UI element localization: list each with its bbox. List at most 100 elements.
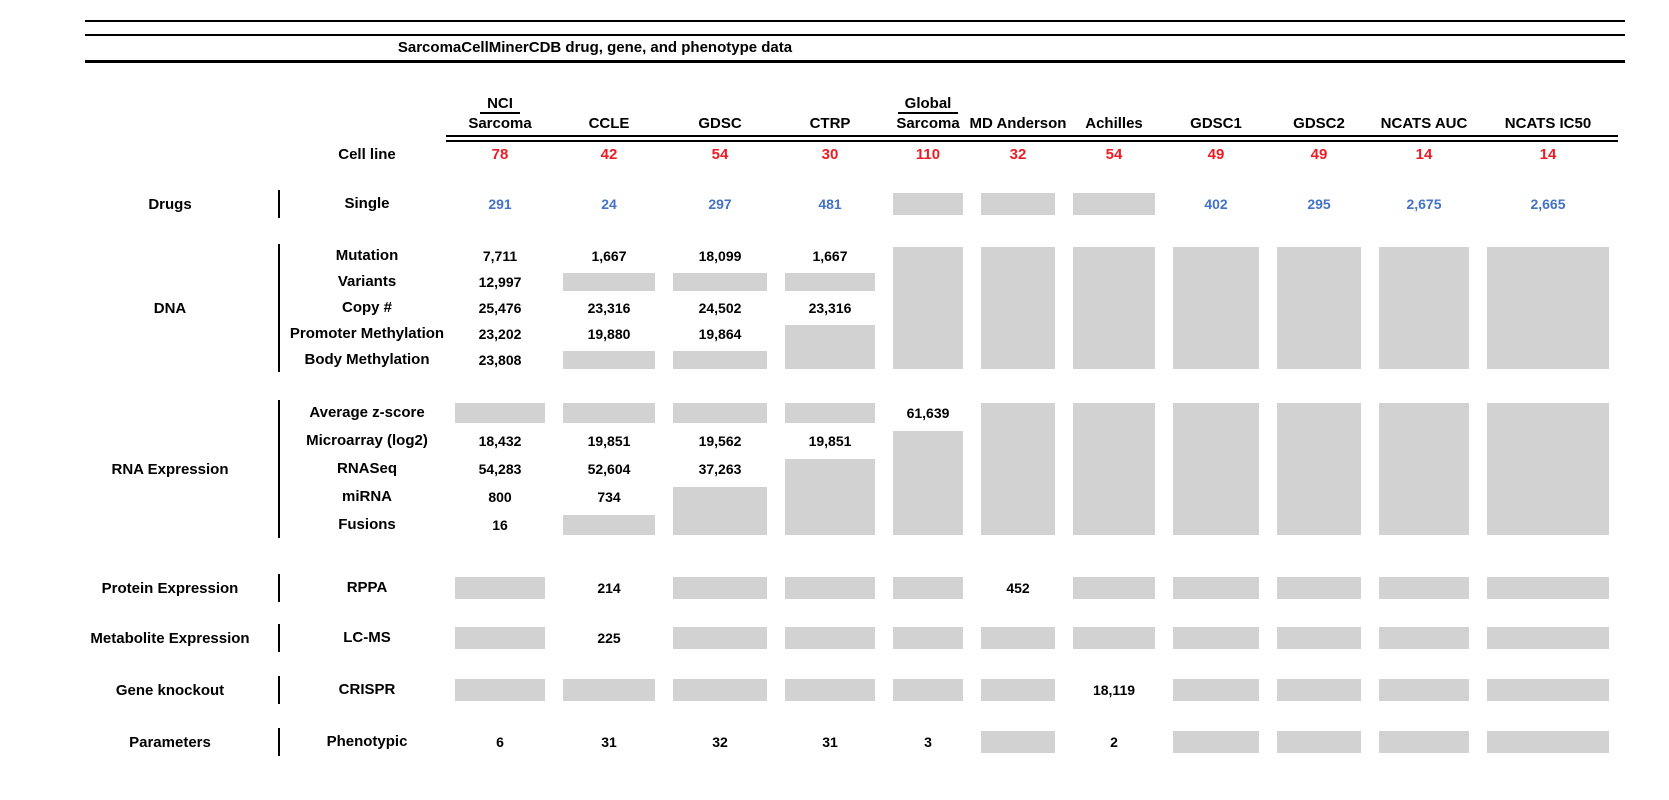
missing-data-box bbox=[1173, 403, 1259, 535]
missing-data-cell bbox=[1370, 243, 1478, 373]
data-value: 2,675 bbox=[1406, 196, 1442, 212]
data-value: 12,997 bbox=[478, 274, 522, 290]
missing-data-cell bbox=[1164, 623, 1268, 653]
cell-line-count: 54 bbox=[711, 146, 729, 163]
missing-data-cell bbox=[884, 573, 972, 603]
column-header: GDSC1 bbox=[1164, 115, 1268, 135]
data-value: 19,851 bbox=[808, 433, 852, 449]
missing-data-box bbox=[563, 515, 655, 535]
missing-data-cell bbox=[1370, 399, 1478, 539]
missing-data-cell bbox=[776, 455, 884, 539]
data-value: 291 bbox=[488, 196, 512, 212]
column-header-top-label: NCI bbox=[480, 95, 520, 114]
missing-data-cell bbox=[972, 243, 1064, 373]
data-column bbox=[776, 623, 884, 653]
missing-data-box bbox=[1073, 403, 1155, 535]
missing-data-cell bbox=[1164, 243, 1268, 373]
missing-data-box bbox=[1277, 403, 1361, 535]
data-column bbox=[972, 189, 1064, 219]
missing-data-box bbox=[1379, 247, 1469, 369]
missing-data-box bbox=[785, 273, 875, 291]
section-drugs: Drugs Single 291 24 297 481 402 295 2,675 2,665 bbox=[70, 189, 1669, 219]
data-value: 54,283 bbox=[478, 461, 522, 477]
missing-data-box bbox=[1073, 577, 1155, 599]
column-header: Global Sarcoma bbox=[884, 95, 972, 135]
column-header-top-label: Global bbox=[897, 95, 959, 114]
data-column: 225 bbox=[554, 623, 664, 653]
data-column bbox=[1478, 243, 1618, 373]
data-value: 19,880 bbox=[587, 326, 631, 342]
data-column: 297 bbox=[664, 189, 776, 219]
data-column: 214 bbox=[554, 573, 664, 603]
missing-data-cell bbox=[554, 269, 664, 295]
cell-line-counts: 78 42 54 30 110 32 54 49 49 14 14 bbox=[446, 146, 1618, 163]
missing-data-box bbox=[563, 351, 655, 369]
missing-data-cell bbox=[776, 675, 884, 705]
missing-data-box bbox=[1379, 403, 1469, 535]
top-rule bbox=[85, 20, 1625, 22]
data-column bbox=[1268, 623, 1370, 653]
category-label: Drugs bbox=[148, 195, 192, 213]
missing-data-cell bbox=[1064, 189, 1164, 219]
missing-data-cell bbox=[664, 623, 776, 653]
row-label-column: Phenotypic bbox=[288, 727, 446, 757]
data-column bbox=[1478, 675, 1618, 705]
missing-data-cell bbox=[1478, 623, 1618, 653]
data-column bbox=[1268, 573, 1370, 603]
data-value: 19,562 bbox=[698, 433, 742, 449]
column-header-label: Sarcoma bbox=[896, 115, 960, 132]
data-value: 23,316 bbox=[808, 300, 852, 316]
missing-data-box bbox=[673, 679, 767, 701]
data-value: 23,808 bbox=[478, 352, 522, 368]
missing-data-box bbox=[893, 627, 963, 649]
data-value: 25,476 bbox=[478, 300, 522, 316]
missing-data-box bbox=[1379, 679, 1469, 701]
row-label: Single bbox=[344, 195, 390, 212]
data-column: 3 bbox=[884, 727, 972, 757]
missing-data-box bbox=[563, 403, 655, 423]
missing-data-box bbox=[1379, 577, 1469, 599]
missing-data-box bbox=[981, 403, 1055, 535]
data-column bbox=[884, 243, 972, 373]
data-value: 32 bbox=[712, 734, 728, 750]
missing-data-box bbox=[673, 273, 767, 291]
section-rna-expression: RNA Expression Average z-score Microarray … bbox=[70, 399, 1669, 539]
category-label: Gene knockout bbox=[115, 681, 225, 699]
missing-data-cell bbox=[664, 675, 776, 705]
data-value: 2,665 bbox=[1530, 196, 1566, 212]
row-label-column: Mutation Variants Copy # Promoter Methylati… bbox=[288, 243, 446, 373]
missing-data-cell bbox=[884, 623, 972, 653]
missing-data-cell bbox=[664, 347, 776, 373]
missing-data-box bbox=[455, 679, 545, 701]
data-columns: 225 bbox=[446, 623, 1618, 653]
missing-data-box bbox=[785, 627, 875, 649]
data-value: 24,502 bbox=[698, 300, 742, 316]
data-value: 24 bbox=[601, 196, 617, 212]
missing-data-cell bbox=[972, 399, 1064, 539]
figure-page: SarcomaCellMinerCDB drug, gene, and phen… bbox=[70, 20, 1669, 757]
header-double-rule bbox=[446, 135, 1618, 142]
cell-line-count: 32 bbox=[1009, 146, 1027, 163]
data-value: 18,432 bbox=[478, 433, 522, 449]
missing-data-cell bbox=[446, 399, 554, 427]
data-column: 19,851 bbox=[776, 399, 884, 539]
data-column bbox=[972, 675, 1064, 705]
data-columns: 6 31 32 31 3 2 bbox=[446, 727, 1618, 757]
missing-data-box bbox=[1173, 731, 1259, 753]
missing-data-box bbox=[673, 627, 767, 649]
missing-data-box bbox=[981, 627, 1055, 649]
row-label: Fusions bbox=[338, 516, 396, 533]
missing-data-box bbox=[563, 679, 655, 701]
data-column: 24 bbox=[554, 189, 664, 219]
data-value: 31 bbox=[822, 734, 838, 750]
missing-data-cell bbox=[1268, 573, 1370, 603]
data-column bbox=[664, 623, 776, 653]
data-column bbox=[1064, 189, 1164, 219]
missing-data-cell bbox=[1164, 675, 1268, 705]
missing-data-box bbox=[455, 403, 545, 423]
missing-data-box bbox=[1173, 627, 1259, 649]
category-label: Protein Expression bbox=[101, 579, 239, 597]
data-value: 481 bbox=[818, 196, 842, 212]
column-header-label: GDSC bbox=[698, 115, 742, 132]
missing-data-cell bbox=[1370, 573, 1478, 603]
